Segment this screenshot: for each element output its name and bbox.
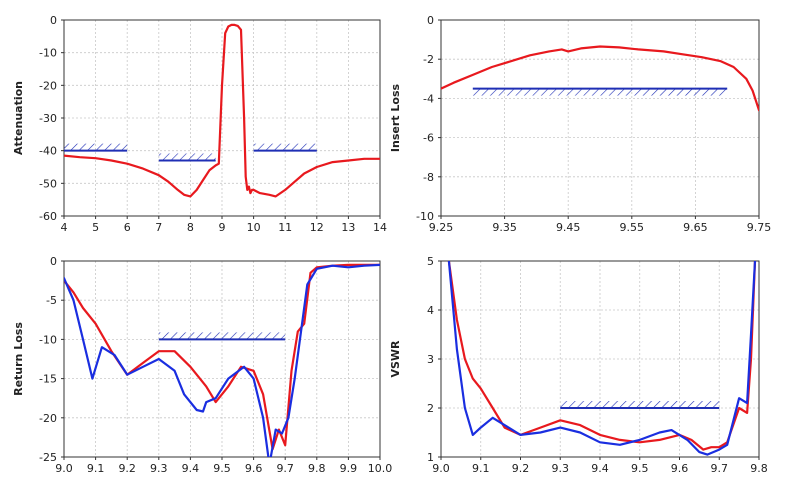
x-tick-label: 8 bbox=[187, 221, 194, 234]
x-tick-label: 9.8 bbox=[750, 462, 768, 475]
plot-frame bbox=[440, 19, 760, 217]
x-tick-label: 9.0 bbox=[432, 462, 450, 475]
x-tick-label: 6 bbox=[124, 221, 131, 234]
x-tick-label: 9.1 bbox=[472, 462, 490, 475]
x-tick-label: 9.6 bbox=[245, 462, 263, 475]
x-tick-label: 9.5 bbox=[213, 462, 231, 475]
y-tick-label: -2 bbox=[423, 53, 434, 66]
x-tick-label: 9.75 bbox=[747, 221, 772, 234]
x-tick-label: 11 bbox=[278, 221, 292, 234]
y-tick-label: -10 bbox=[416, 210, 434, 223]
y-tick-label: 0 bbox=[427, 14, 434, 27]
x-tick-label: 9.4 bbox=[182, 462, 200, 475]
y-axis-label: Insert Loss bbox=[389, 83, 402, 152]
y-tick-label: -5 bbox=[46, 294, 57, 307]
x-tick-label: 14 bbox=[373, 221, 387, 234]
series-line-blue bbox=[447, 261, 757, 456]
plot-frame bbox=[440, 260, 760, 458]
x-tick-label: 12 bbox=[310, 221, 324, 234]
x-tick-label: 7 bbox=[155, 221, 162, 234]
y-tick-label: -15 bbox=[39, 373, 57, 386]
series-line-red bbox=[64, 23, 380, 198]
x-tick-label: 9.2 bbox=[118, 462, 136, 475]
x-tick-label: 9.7 bbox=[276, 462, 294, 475]
spec-hatch bbox=[560, 401, 720, 408]
x-tick-label: 9.4 bbox=[591, 462, 609, 475]
x-tick-label: 9.55 bbox=[620, 221, 645, 234]
spec-hatch bbox=[158, 332, 286, 340]
y-tick-label: -20 bbox=[39, 79, 57, 92]
y-tick-label: 1 bbox=[427, 451, 434, 464]
y-tick-label: -20 bbox=[39, 412, 57, 425]
x-tick-label: 9.7 bbox=[711, 462, 729, 475]
x-tick-label: 4 bbox=[61, 221, 68, 234]
x-tick-label: 9.2 bbox=[512, 462, 530, 475]
spec-hatch bbox=[253, 143, 317, 151]
y-tick-label: 0 bbox=[50, 255, 57, 268]
x-tick-label: 9.6 bbox=[671, 462, 689, 475]
y-tick-label: -25 bbox=[39, 451, 57, 464]
plot-area bbox=[64, 263, 380, 457]
y-tick-label: -40 bbox=[39, 145, 57, 158]
plot-panel-4: 9.0 9.1 9.2 9.3 9.4 9.5 9.6 9.7 9.8 5 4 3 2 1 VSWR bbox=[389, 255, 768, 475]
y-axis-label: VSWR bbox=[389, 340, 402, 378]
y-tick-label: 5 bbox=[427, 255, 434, 268]
plot-area bbox=[447, 261, 757, 456]
x-tick-label: 9.0 bbox=[55, 462, 73, 475]
plot-panel-2: 9.25 9.35 9.45 9.55 9.65 9.75 0 -2 -4 -6 -8 -10 Inse… bbox=[389, 14, 771, 234]
y-tick-label: -50 bbox=[39, 177, 57, 190]
y-tick-label: -10 bbox=[39, 333, 57, 346]
spec-hatch bbox=[158, 153, 216, 161]
series-line-red bbox=[441, 45, 759, 112]
plot-area bbox=[64, 23, 380, 198]
plot-panel-1: 4 5 6 7 8 9 10 11 12 13 14 0 -10 -20 -30 -40 -50 -60 Atten… bbox=[12, 14, 387, 234]
y-axis-label: Return Loss bbox=[12, 322, 25, 396]
y-tick-label: -30 bbox=[39, 112, 57, 125]
x-tick-label: 9.35 bbox=[492, 221, 517, 234]
x-tick-label: 9.3 bbox=[552, 462, 570, 475]
x-tick-label: 5 bbox=[92, 221, 99, 234]
plot-frame bbox=[63, 260, 381, 458]
plot-area bbox=[441, 45, 759, 112]
plot-panel-3: 9.0 9.1 9.2 9.3 9.4 9.5 9.6 9.7 9.8 9.9 10.0 0 -5 -10… bbox=[12, 255, 392, 475]
x-tick-label: 9.65 bbox=[683, 221, 708, 234]
x-tick-label: 9.9 bbox=[340, 462, 358, 475]
x-tick-label: 9.5 bbox=[631, 462, 649, 475]
y-tick-label: 4 bbox=[427, 304, 434, 317]
x-tick-label: 9.45 bbox=[556, 221, 581, 234]
x-tick-label: 9.3 bbox=[150, 462, 168, 475]
x-tick-label: 9.1 bbox=[87, 462, 105, 475]
x-tick-label: 9.8 bbox=[308, 462, 326, 475]
y-tick-label: -8 bbox=[423, 171, 434, 184]
series-line-blue bbox=[64, 263, 380, 457]
x-tick-label: 10 bbox=[247, 221, 261, 234]
y-tick-label: 2 bbox=[427, 402, 434, 415]
x-tick-label: 13 bbox=[341, 221, 355, 234]
y-tick-label: -10 bbox=[39, 47, 57, 60]
x-tick-label: 9.25 bbox=[429, 221, 454, 234]
y-tick-label: -60 bbox=[39, 210, 57, 223]
series-line-red bbox=[447, 261, 757, 451]
plot-frame bbox=[63, 19, 381, 217]
y-tick-label: 0 bbox=[50, 14, 57, 27]
y-axis-label: Attenuation bbox=[12, 81, 25, 155]
y-tick-label: 3 bbox=[427, 353, 434, 366]
x-tick-label: 9 bbox=[219, 221, 226, 234]
spec-hatch bbox=[472, 88, 728, 96]
y-tick-label: -6 bbox=[423, 132, 434, 145]
x-tick-label: 10.0 bbox=[368, 462, 393, 475]
y-tick-label: -4 bbox=[423, 92, 434, 105]
spec-hatch bbox=[64, 143, 128, 151]
